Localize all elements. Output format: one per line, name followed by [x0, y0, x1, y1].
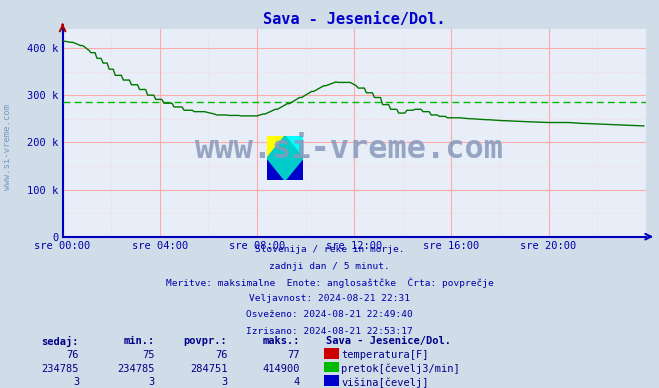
Text: sedaj:: sedaj: — [42, 336, 79, 346]
Text: 75: 75 — [142, 350, 155, 360]
Text: povpr.:: povpr.: — [184, 336, 227, 346]
Text: Meritve: maksimalne  Enote: anglosaštčke  Črta: povprečje: Meritve: maksimalne Enote: anglosaštčke … — [165, 278, 494, 288]
Text: 284751: 284751 — [190, 364, 227, 374]
Text: www.si-vreme.com: www.si-vreme.com — [195, 134, 503, 165]
Bar — [267, 158, 303, 180]
Text: 234785: 234785 — [117, 364, 155, 374]
Text: 4: 4 — [294, 377, 300, 387]
Polygon shape — [267, 136, 285, 158]
Text: 234785: 234785 — [42, 364, 79, 374]
Text: višina[čevelj]: višina[čevelj] — [341, 377, 429, 388]
Text: 3: 3 — [149, 377, 155, 387]
Text: min.:: min.: — [124, 336, 155, 346]
Text: www.si-vreme.com: www.si-vreme.com — [3, 104, 13, 191]
Text: 414900: 414900 — [262, 364, 300, 374]
Text: 3: 3 — [221, 377, 227, 387]
Text: zadnji dan / 5 minut.: zadnji dan / 5 minut. — [269, 262, 390, 270]
Text: 76: 76 — [67, 350, 79, 360]
Text: 77: 77 — [287, 350, 300, 360]
Text: 76: 76 — [215, 350, 227, 360]
Text: Sava - Jesenice/Dol.: Sava - Jesenice/Dol. — [326, 336, 451, 346]
Text: Veljavnost: 2024-08-21 22:31: Veljavnost: 2024-08-21 22:31 — [249, 294, 410, 303]
Text: maks.:: maks.: — [262, 336, 300, 346]
Text: Osveženo: 2024-08-21 22:49:40: Osveženo: 2024-08-21 22:49:40 — [246, 310, 413, 319]
Text: Izrisano: 2024-08-21 22:53:17: Izrisano: 2024-08-21 22:53:17 — [246, 327, 413, 336]
Text: 3: 3 — [73, 377, 79, 387]
Text: pretok[čevelj3/min]: pretok[čevelj3/min] — [341, 364, 460, 374]
Polygon shape — [285, 136, 303, 158]
Title: Sava - Jesenice/Dol.: Sava - Jesenice/Dol. — [263, 12, 445, 26]
Polygon shape — [267, 136, 303, 180]
Text: temperatura[F]: temperatura[F] — [341, 350, 429, 360]
Text: Slovenija / reke in morje.: Slovenija / reke in morje. — [255, 245, 404, 254]
